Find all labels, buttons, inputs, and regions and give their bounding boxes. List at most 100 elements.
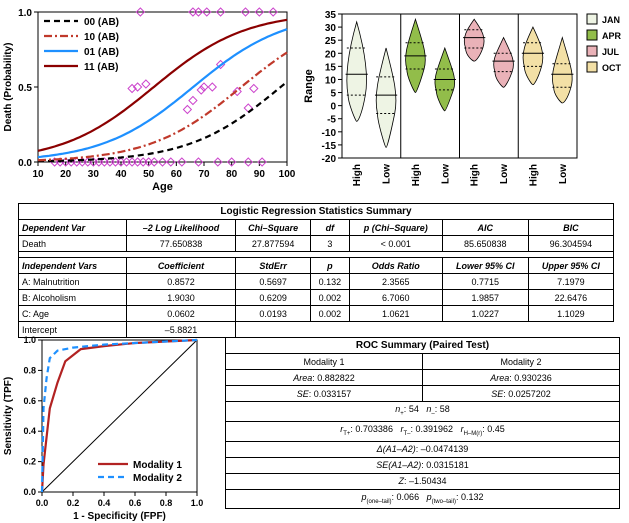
x-category-label: High — [352, 164, 363, 186]
delta-value: –0.0474139 — [420, 444, 469, 455]
x-category-label: High — [528, 164, 539, 186]
x-axis-label: 1 - Specificity (FPF) — [73, 511, 166, 522]
coef-cell-1: 0.8572 — [125, 273, 237, 290]
x-tick-label: 60 — [171, 169, 183, 180]
series-line-3 — [37, 28, 288, 159]
coef-cell-5: 0.7715 — [441, 273, 529, 290]
y-tick-label: 30 — [325, 23, 337, 34]
x-tick-label: 20 — [60, 169, 72, 180]
y-tick-label: 20 — [325, 49, 337, 60]
logit-table-title: Logistic Regression Statistics Summary — [18, 203, 614, 220]
legend-swatch — [586, 45, 598, 57]
header2-cell-5: Lower 95% CI — [441, 257, 529, 274]
y-tick-label: 0.2 — [23, 457, 36, 467]
area-label-1: Area — [293, 372, 313, 383]
y-tick-label: 0.0 — [23, 487, 36, 497]
data-point — [132, 82, 143, 92]
y-tick-label: 0 — [330, 102, 336, 113]
chance-diagonal — [41, 339, 198, 493]
x-tick-label: 0.6 — [129, 498, 142, 508]
data-point — [249, 83, 259, 94]
x-tick-label: 1.0 — [191, 498, 204, 508]
coef-cell-3: 0.002 — [309, 289, 350, 306]
series-line-2 — [37, 51, 288, 162]
header2-cell-2: StdErr — [235, 257, 311, 274]
coef-cell-0: A: Malnutrition — [18, 273, 127, 290]
sample-sizes: n+: 54 n–: 58 — [225, 401, 620, 422]
y-tick-label: 1.0 — [18, 8, 32, 19]
logistic-probability-chart: 10 20 30 40 50 60 70 80 90 100 0.0 0.5 1.0 Age Death (… — [3, 7, 296, 193]
p-values-row: p(one–tail): 0.066 p(two–tail): 0.132 — [225, 488, 620, 510]
data-point-bottom — [166, 157, 176, 167]
x-tick-label: 70 — [198, 169, 210, 180]
table-row: B: Alcoholism 1.9030 0.6209 0.002 6.7060 1.98… — [18, 289, 615, 306]
header1-cell-6: BIC — [527, 219, 615, 236]
y-tick-label: 15 — [325, 62, 337, 73]
x-tick-label: 50 — [143, 169, 155, 180]
x-tick-label: 40 — [115, 169, 127, 180]
correlations: rT+: 0.703386 rT–: 0.391962 rH–M(r): 0.4… — [225, 420, 620, 442]
dependent-cell-1: 77.650838 — [125, 235, 237, 252]
x-tick-label: 0.8 — [160, 498, 173, 508]
r-t-minus: 0.391962 — [415, 423, 454, 434]
legend-label: JUL — [602, 47, 620, 57]
legend-label: APR — [602, 31, 622, 41]
y-axis-label: Sensitivity (TPF) — [3, 377, 14, 455]
header2-cell-1: Coefficient — [125, 257, 237, 274]
coef-cell-6: 1.1029 — [527, 305, 615, 322]
data-point-bottom — [149, 157, 159, 167]
legend-label: Modality 2 — [133, 473, 182, 484]
y-tick-label: 35 — [325, 10, 337, 21]
area-1-value: 0.882822 — [317, 372, 355, 383]
coef-cell-4: 6.7060 — [348, 289, 443, 306]
x-tick-label: 90 — [254, 169, 266, 180]
x-category-label: High — [411, 164, 422, 186]
dependent-cell-4: < 0.001 — [348, 235, 443, 252]
delta-row: Δ(A1–A2): –0.0474139 — [225, 440, 620, 458]
data-point — [207, 82, 218, 92]
header1-cell-0: Dependent Var — [18, 219, 127, 236]
y-tick-label: 0.5 — [18, 83, 32, 94]
se-1-value: 0.033157 — [313, 388, 352, 399]
coef-cell-3: 0.132 — [309, 273, 350, 290]
z-value: –1.50434 — [408, 476, 447, 487]
x-tick-label: 0.4 — [98, 498, 111, 508]
dependent-cell-0: Death — [18, 235, 127, 252]
logistic-regression-table: Logistic Regression Statistics Summary D… — [18, 203, 615, 338]
header1-cell-1: –2 Log Likelihood — [125, 219, 237, 236]
dependent-cell-3: 3 — [309, 235, 350, 252]
data-point — [188, 95, 198, 106]
y-tick-label: 25 — [325, 36, 337, 47]
n-plus: 54 — [408, 404, 419, 414]
coef-cell-0: C: Age — [18, 305, 127, 322]
coef-cell-0: B: Alcoholism — [18, 289, 127, 306]
x-category-label: Low — [499, 164, 510, 184]
x-category-label: High — [470, 164, 481, 186]
legend-label: 10 (AB) — [84, 32, 119, 43]
x-axis-label: Age — [152, 181, 173, 193]
legend-label: 01 (AB) — [84, 47, 119, 58]
x-tick-label: 100 — [279, 169, 296, 180]
coef-cell-2: 0.0193 — [235, 305, 311, 322]
y-tick-label: -15 — [322, 141, 337, 152]
roc-series-2 — [40, 338, 198, 493]
se-label-2: SE — [491, 388, 504, 399]
coef-cell-1: 1.9030 — [125, 289, 237, 306]
x-category-label: Low — [382, 164, 393, 184]
legend-label: JAN — [602, 15, 620, 25]
data-point — [196, 85, 206, 95]
data-point — [127, 83, 137, 94]
dependent-cell-2: 27.877594 — [235, 235, 311, 252]
data-point-bottom — [226, 157, 237, 167]
area-label-2: Area — [490, 372, 510, 383]
header2-cell-3: p — [309, 257, 350, 274]
se-label-1: SE — [296, 388, 309, 399]
se-1: SE: 0.033157 — [225, 385, 423, 402]
y-tick-label: -10 — [322, 128, 337, 139]
se-2: SE: 0.0257202 — [422, 385, 620, 402]
p-one-tail: 0.066 — [396, 491, 420, 502]
area-1: Area: 0.882822 — [225, 369, 423, 386]
coef-cell-2: 0.6209 — [235, 289, 311, 306]
header1-cell-4: p (Chi–Square) — [348, 219, 443, 236]
table-row: C: Age 0.0602 0.0193 0.002 1.0621 1.0227 1.102… — [18, 305, 615, 322]
